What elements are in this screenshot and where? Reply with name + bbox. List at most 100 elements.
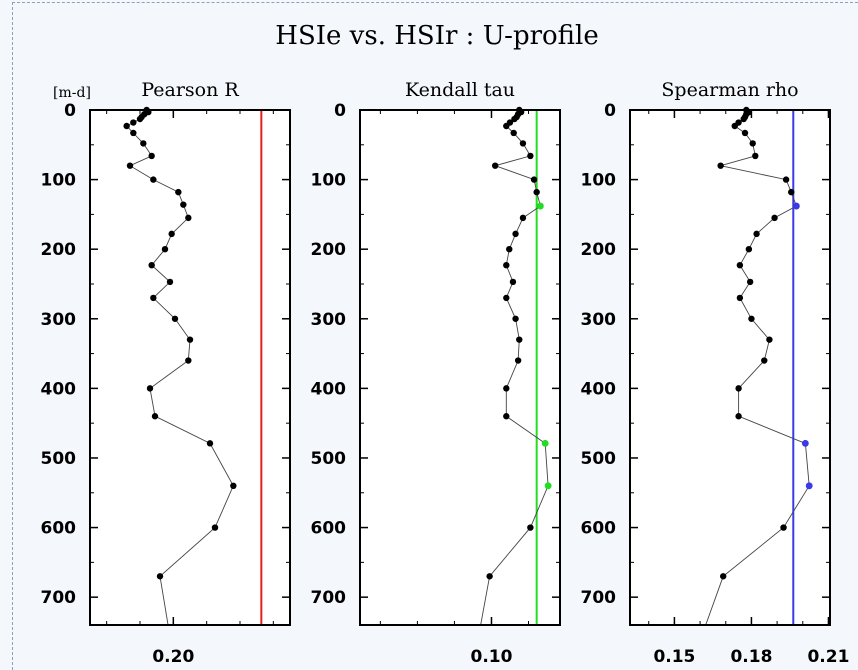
y-tick-label: 300	[41, 310, 77, 330]
x-tick-label: 0.10	[471, 647, 513, 667]
data-point	[766, 336, 773, 343]
data-point	[719, 573, 727, 580]
data-point	[140, 140, 147, 147]
data-point	[736, 294, 744, 302]
data-point	[486, 573, 493, 580]
y-tick-label: 0	[64, 101, 76, 121]
data-point	[748, 315, 755, 322]
plot-area	[630, 110, 830, 625]
data-point	[761, 357, 768, 364]
panel-title: Pearson R	[141, 79, 239, 101]
data-point	[749, 140, 756, 147]
data-point	[509, 278, 517, 286]
data-point	[731, 122, 738, 130]
y-tick-label: 400	[581, 379, 617, 399]
highlight-point	[536, 202, 544, 210]
panel-frame	[629, 109, 831, 626]
data-point	[185, 214, 192, 222]
x-tick-label: 0.20	[152, 647, 194, 667]
y-tick-label: 400	[41, 379, 77, 399]
y-tick-label: 200	[311, 240, 347, 260]
dashed-border-left	[12, 2, 13, 670]
y-tick-label: 0	[604, 101, 616, 121]
data-point	[519, 214, 527, 222]
y-tick-label: 100	[311, 171, 347, 191]
data-point	[530, 176, 538, 183]
data-point	[185, 357, 192, 364]
y-tick-label: 400	[311, 379, 347, 399]
y-tick-label: 700	[41, 588, 77, 608]
y-tick-label: 600	[41, 519, 77, 539]
panel-title: Spearman rho	[661, 79, 798, 101]
panel-title: Kendall tau	[405, 79, 515, 101]
data-point	[782, 176, 790, 183]
y-tick-label: 300	[581, 310, 617, 330]
data-point	[746, 278, 754, 286]
data-point	[168, 230, 175, 238]
dashed-border-top	[12, 2, 858, 3]
data-point	[503, 413, 510, 420]
chart-title: HSIe vs. HSIr : U-profile	[275, 21, 598, 51]
data-point	[741, 129, 749, 137]
data-point	[150, 294, 157, 302]
data-point	[503, 294, 510, 302]
data-point	[491, 162, 499, 169]
data-point	[780, 524, 787, 531]
y-tick-label: 600	[581, 519, 617, 539]
data-point	[511, 115, 518, 123]
data-point	[745, 245, 753, 253]
panel-frame	[89, 109, 291, 626]
y-unit-label: [m-d]	[53, 85, 91, 101]
y-tick-label: 0	[334, 101, 346, 121]
y-tick-label: 500	[581, 449, 617, 469]
data-point	[512, 315, 519, 322]
data-point	[519, 140, 527, 147]
data-point	[735, 385, 742, 392]
data-point	[736, 261, 744, 269]
y-tick-label: 700	[311, 588, 347, 608]
data-point	[527, 524, 534, 531]
data-point	[753, 230, 760, 238]
x-tick-label: 0.18	[730, 647, 772, 667]
highlight-point	[544, 482, 552, 490]
y-tick-label: 100	[581, 171, 617, 191]
data-point	[735, 413, 742, 420]
data-point	[514, 357, 522, 364]
x-tick-label: 0.15	[653, 647, 695, 667]
data-point	[180, 201, 187, 208]
y-tick-label: 300	[311, 310, 347, 330]
data-point	[148, 261, 155, 269]
y-tick-label: 500	[311, 449, 347, 469]
data-point	[211, 524, 219, 531]
data-point	[516, 336, 523, 343]
highlight-point	[805, 482, 813, 490]
highlight-point	[792, 202, 800, 210]
highlight-point	[801, 439, 809, 447]
chart-panels: Pearson R 0 100 200 300 400 500 600 700 0.20 Kenda…	[41, 79, 850, 667]
highlight-point	[541, 439, 549, 447]
data-point	[503, 385, 510, 392]
data-point	[503, 122, 510, 130]
y-tick-label: 500	[41, 449, 77, 469]
data-point	[788, 188, 795, 196]
plot-area	[360, 110, 560, 625]
data-point	[533, 188, 540, 196]
y-tick-label: 700	[581, 588, 617, 608]
data-point	[126, 162, 134, 169]
data-point	[527, 152, 534, 160]
data-point	[510, 129, 517, 137]
chart-panel-1: Pearson R 0 100 200 300 400 500 600 700 0.20	[41, 79, 291, 667]
data-point	[186, 336, 194, 343]
data-point	[230, 482, 237, 490]
data-point	[206, 440, 214, 447]
data-point	[171, 315, 179, 322]
data-point	[506, 245, 513, 253]
data-point	[752, 152, 759, 160]
data-point	[161, 245, 169, 253]
data-point	[771, 214, 778, 222]
panel-frame	[359, 109, 561, 626]
data-point	[503, 261, 510, 269]
y-tick-label: 600	[311, 519, 347, 539]
data-point	[740, 115, 747, 123]
